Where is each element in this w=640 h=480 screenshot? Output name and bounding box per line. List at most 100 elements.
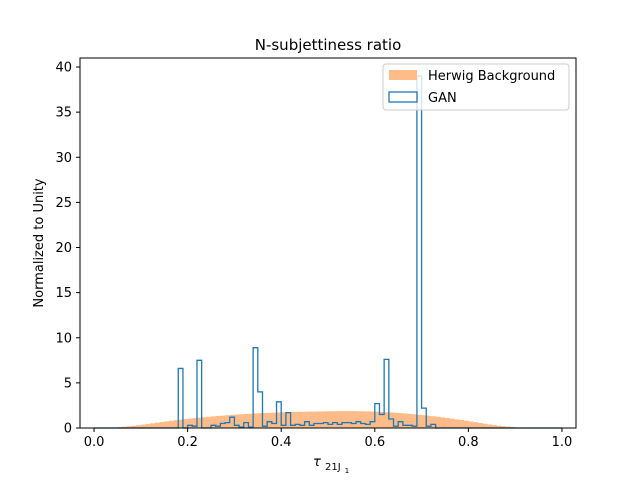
herwig-bar	[290, 411, 296, 428]
herwig-bar	[496, 425, 502, 428]
herwig-bar	[482, 423, 488, 428]
herwig-bar	[407, 413, 413, 428]
herwig-bar	[276, 412, 282, 428]
herwig-bar	[154, 422, 160, 428]
plot-frame	[79, 57, 577, 429]
herwig-background-bars	[103, 411, 530, 428]
legend-label-herwig: Herwig Background	[428, 69, 555, 84]
herwig-bar	[220, 415, 226, 428]
herwig-bar	[178, 419, 184, 428]
herwig-bar	[239, 414, 245, 428]
y-tick-label: 30	[55, 151, 72, 166]
herwig-bar	[257, 413, 263, 428]
herwig-bar	[211, 416, 216, 428]
herwig-bar	[491, 425, 497, 428]
herwig-bar	[393, 412, 399, 428]
herwig-bar	[126, 426, 132, 428]
x-tick-label: 0.6	[364, 435, 385, 450]
herwig-bar	[168, 420, 174, 428]
herwig-bar	[182, 419, 188, 428]
herwig-bar	[299, 411, 305, 428]
x-tick-label: 0.0	[84, 435, 105, 450]
herwig-bar	[463, 420, 469, 428]
herwig-bar	[412, 414, 418, 428]
legend-frame	[382, 63, 570, 111]
herwig-bar	[473, 422, 479, 428]
herwig-bar	[187, 418, 193, 428]
herwig-bar	[444, 418, 450, 428]
herwig-bar	[468, 421, 474, 428]
herwig-bar	[449, 418, 455, 428]
herwig-bar	[421, 415, 427, 428]
herwig-bar	[440, 417, 446, 428]
x-axis-label-sub: 21J	[325, 462, 341, 473]
herwig-bar	[374, 411, 380, 428]
herwig-bar	[215, 415, 221, 428]
herwig-bar	[225, 415, 231, 428]
y-tick-label: 0	[64, 422, 72, 437]
y-tick-label: 20	[55, 241, 72, 256]
herwig-bar	[196, 417, 202, 428]
y-tick-label: 40	[55, 61, 72, 76]
herwig-bar	[313, 411, 319, 428]
herwig-bar	[435, 416, 441, 428]
herwig-bar	[159, 422, 165, 428]
y-tick-label: 35	[55, 106, 72, 121]
herwig-bar	[304, 411, 310, 428]
x-axis-label-subsub: 1	[345, 467, 349, 475]
herwig-bar	[253, 413, 259, 428]
herwig-bar	[501, 426, 507, 428]
herwig-bar	[351, 411, 357, 428]
herwig-bar	[234, 414, 240, 428]
herwig-bar	[248, 413, 254, 428]
herwig-bar	[332, 411, 338, 428]
herwig-bar	[285, 412, 291, 428]
herwig-bar	[402, 413, 408, 428]
legend-label-gan: GAN	[428, 91, 457, 106]
herwig-bar	[365, 411, 371, 428]
herwig-bar	[206, 416, 212, 428]
herwig-bar	[459, 420, 464, 428]
y-tick-label: 25	[55, 196, 72, 211]
herwig-bar	[323, 411, 329, 428]
herwig-bar	[201, 417, 207, 428]
herwig-bar	[136, 425, 142, 428]
herwig-bar	[477, 422, 483, 428]
x-axis-label-main: τ	[313, 455, 321, 470]
herwig-bar	[164, 421, 170, 428]
y-axis-ticks: 0 5 10 15 20 25 30 35 40	[55, 61, 80, 437]
herwig-bar	[360, 411, 366, 428]
herwig-bar	[384, 412, 390, 428]
herwig-bar	[229, 414, 235, 428]
herwig-bar	[426, 415, 432, 428]
herwig-bar	[337, 411, 343, 428]
legend: Herwig Background GAN	[382, 63, 570, 111]
herwig-bar	[145, 423, 151, 428]
herwig-bar	[430, 416, 436, 428]
herwig-bar	[271, 412, 277, 428]
chart-title: N-subjettiness ratio	[255, 36, 402, 54]
herwig-bar	[416, 414, 422, 428]
y-tick-label: 10	[55, 331, 72, 346]
herwig-bar	[398, 413, 404, 428]
y-axis-label: Normalized to Unity	[32, 178, 47, 308]
y-tick-label: 5	[64, 376, 72, 391]
herwig-bar	[356, 411, 362, 428]
x-tick-label: 0.2	[177, 435, 198, 450]
herwig-bar	[309, 411, 315, 428]
herwig-bar	[328, 411, 333, 428]
herwig-bar	[131, 425, 137, 428]
herwig-bar	[140, 424, 146, 428]
herwig-bar	[281, 412, 287, 428]
herwig-bar	[243, 414, 249, 428]
herwig-bar	[388, 412, 394, 428]
herwig-bar	[267, 412, 273, 428]
herwig-bar	[505, 426, 511, 428]
y-tick-label: 15	[55, 286, 72, 301]
herwig-bar	[346, 411, 352, 428]
herwig-bar	[379, 411, 385, 428]
herwig-bar	[192, 418, 198, 428]
x-tick-label: 0.4	[271, 435, 292, 450]
legend-swatch-herwig	[389, 70, 417, 80]
